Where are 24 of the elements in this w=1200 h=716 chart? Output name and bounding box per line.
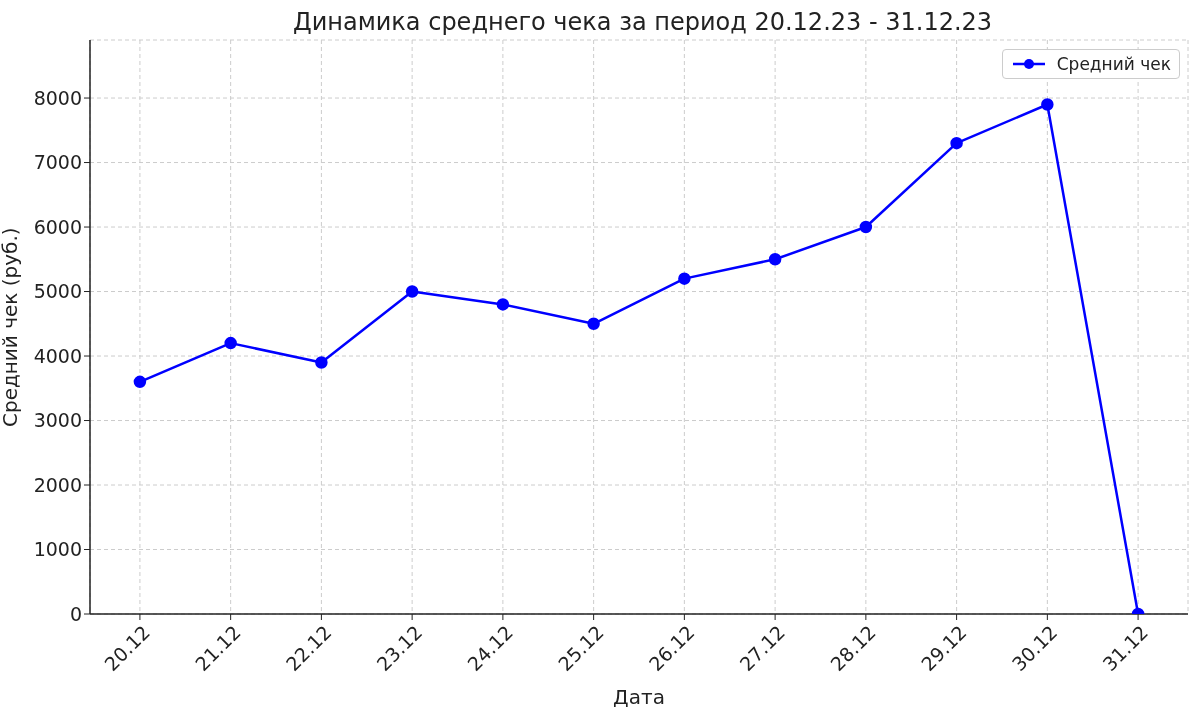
point — [133, 375, 147, 389]
y-tick-label: 1000 — [33, 538, 82, 561]
point — [405, 285, 419, 298]
point — [859, 220, 873, 234]
point — [587, 317, 600, 331]
point — [224, 336, 237, 350]
y-tick-label: 3000 — [33, 409, 82, 432]
point — [678, 272, 691, 285]
y-tick-label: 5000 — [33, 280, 82, 303]
point — [315, 356, 328, 369]
y-tick-label: 0 — [69, 602, 82, 625]
x-axis-title: Дата — [613, 685, 665, 709]
point — [496, 298, 510, 311]
y-axis-title: Средний чек (руб.) — [0, 227, 23, 427]
chart-title: Динамика среднего чека за период 20.12.23 - 31.12.23 — [291, 8, 994, 36]
point — [950, 136, 963, 150]
y-tick-label: 2000 — [33, 473, 82, 496]
y-tick-label: 6000 — [33, 215, 82, 238]
y-tick-label: 7000 — [33, 151, 82, 174]
y-tick-label: 8000 — [33, 86, 82, 109]
point — [1041, 98, 1054, 111]
point — [768, 253, 782, 266]
y-tick-label: 4000 — [33, 344, 82, 367]
legend-label: Средний чек — [1056, 54, 1171, 74]
